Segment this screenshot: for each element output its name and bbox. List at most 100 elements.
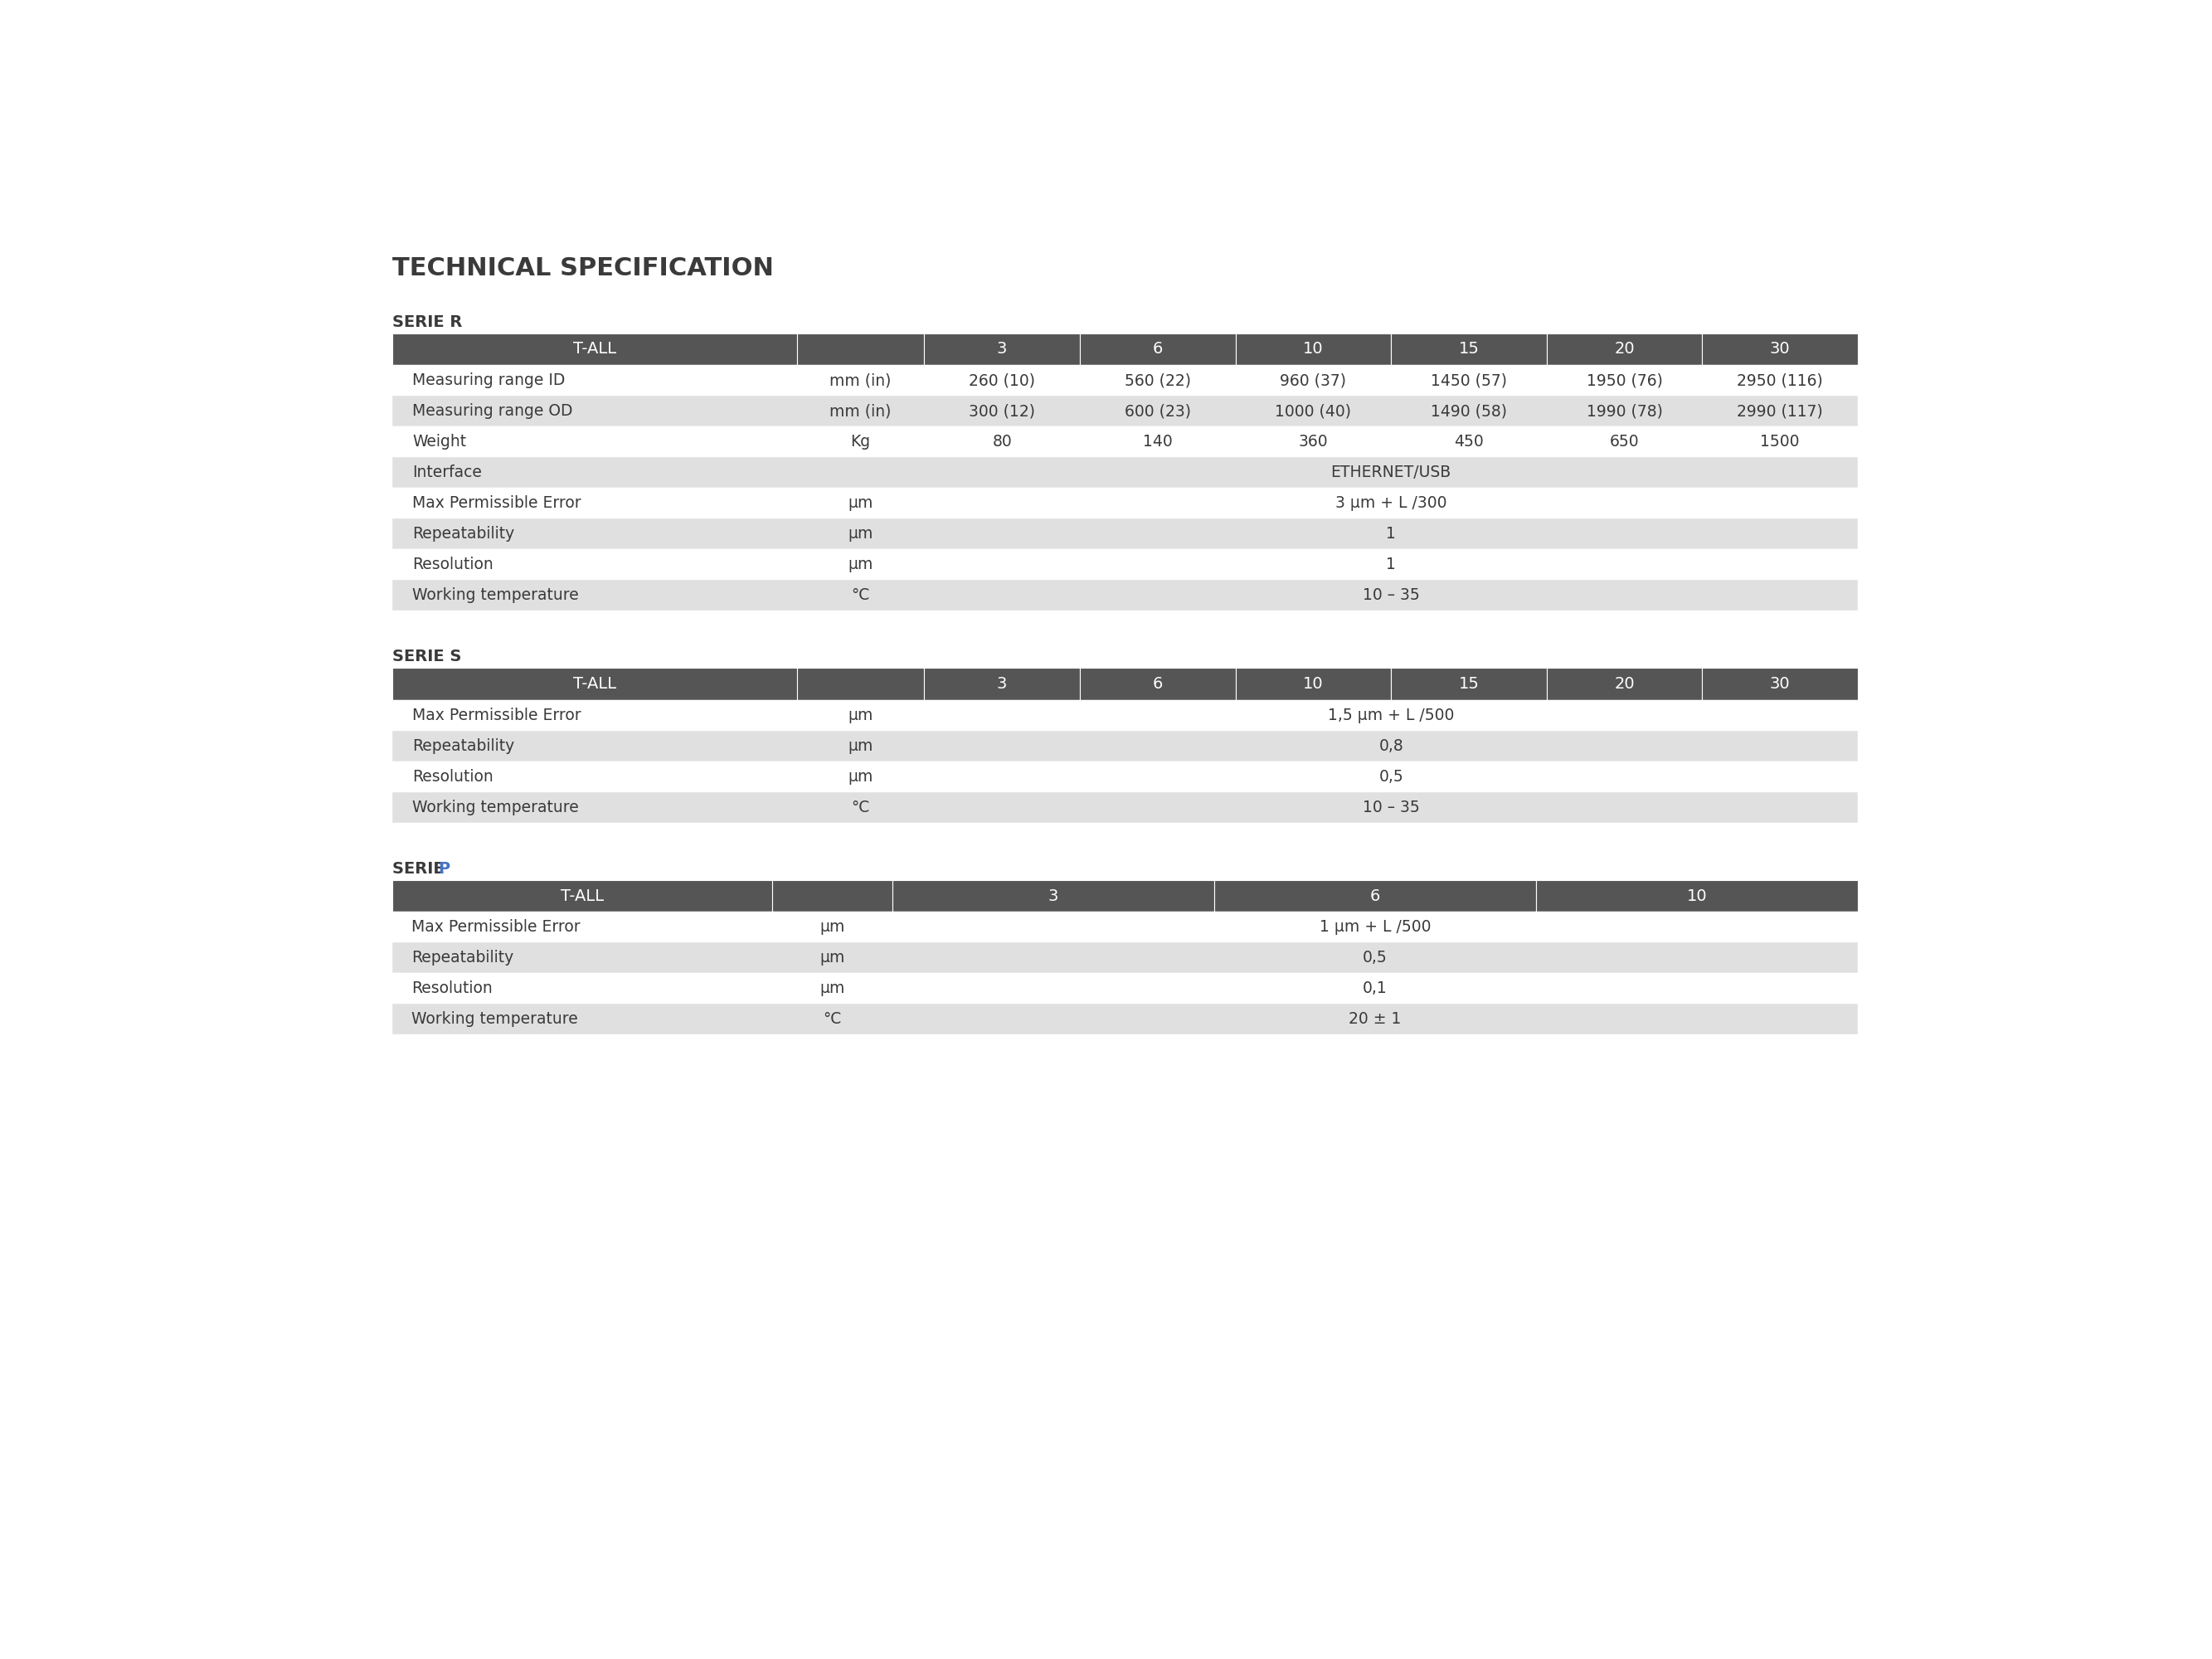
- Text: 1450 (57): 1450 (57): [1431, 373, 1506, 388]
- Text: SERIE R: SERIE R: [392, 314, 462, 330]
- Text: 15: 15: [1458, 342, 1480, 357]
- Text: mm (in): mm (in): [830, 403, 891, 420]
- Text: 1: 1: [1387, 526, 1396, 541]
- Bar: [1535, 879, 1858, 912]
- Bar: [796, 333, 925, 365]
- Bar: [392, 333, 796, 365]
- Bar: [392, 761, 1858, 791]
- Text: 1500: 1500: [1761, 435, 1801, 450]
- Bar: [1391, 669, 1546, 700]
- Text: 450: 450: [1453, 435, 1484, 450]
- Text: 1950 (76): 1950 (76): [1586, 373, 1663, 388]
- Bar: [1079, 333, 1237, 365]
- Bar: [392, 700, 1858, 730]
- Bar: [796, 669, 925, 700]
- Text: SERIE S: SERIE S: [392, 649, 462, 665]
- Text: 0,5: 0,5: [1363, 951, 1387, 966]
- Text: μm: μm: [821, 980, 845, 997]
- Text: Kg: Kg: [849, 435, 872, 450]
- Text: 80: 80: [993, 435, 1011, 450]
- Bar: [891, 879, 1214, 912]
- Bar: [1703, 333, 1858, 365]
- Text: 650: 650: [1610, 435, 1639, 450]
- Text: 6: 6: [1152, 675, 1164, 692]
- Bar: [392, 669, 796, 700]
- Text: 2990 (117): 2990 (117): [1736, 403, 1823, 420]
- Text: 10: 10: [1686, 888, 1708, 904]
- Bar: [772, 879, 891, 912]
- Bar: [392, 912, 1858, 942]
- Text: μm: μm: [821, 919, 845, 936]
- Text: μm: μm: [847, 768, 874, 785]
- Text: μm: μm: [821, 951, 845, 966]
- Text: 960 (37): 960 (37): [1281, 373, 1347, 388]
- Text: 1490 (58): 1490 (58): [1431, 403, 1506, 420]
- Text: μm: μm: [847, 496, 874, 511]
- Text: T-ALL: T-ALL: [573, 342, 617, 357]
- Bar: [392, 791, 1858, 823]
- Text: Repeatability: Repeatability: [411, 738, 515, 753]
- Text: Working temperature: Working temperature: [411, 1012, 577, 1027]
- Text: Max Permissible Error: Max Permissible Error: [411, 707, 582, 723]
- Text: 6: 6: [1152, 342, 1164, 357]
- Text: 3 μm + L /300: 3 μm + L /300: [1336, 496, 1447, 511]
- Text: 600 (23): 600 (23): [1124, 403, 1190, 420]
- Bar: [392, 579, 1858, 611]
- Text: 3: 3: [998, 675, 1006, 692]
- Text: 6: 6: [1369, 888, 1380, 904]
- Bar: [1546, 669, 1703, 700]
- Text: 15: 15: [1458, 675, 1480, 692]
- Bar: [392, 549, 1858, 579]
- Bar: [1237, 669, 1391, 700]
- Text: 20 ± 1: 20 ± 1: [1349, 1012, 1402, 1027]
- Text: 560 (22): 560 (22): [1124, 373, 1190, 388]
- Bar: [1546, 333, 1703, 365]
- Text: μm: μm: [847, 556, 874, 572]
- Bar: [392, 488, 1858, 519]
- Text: °C: °C: [852, 587, 869, 602]
- Bar: [925, 669, 1079, 700]
- Text: Max Permissible Error: Max Permissible Error: [411, 496, 582, 511]
- Bar: [392, 1004, 1858, 1035]
- Text: 1: 1: [1387, 556, 1396, 572]
- Bar: [1391, 333, 1546, 365]
- Text: ETHERNET/USB: ETHERNET/USB: [1332, 465, 1451, 481]
- Text: Repeatability: Repeatability: [411, 951, 513, 966]
- Bar: [1237, 333, 1391, 365]
- Text: 20: 20: [1615, 675, 1635, 692]
- Text: T-ALL: T-ALL: [560, 888, 604, 904]
- Text: 10: 10: [1303, 675, 1323, 692]
- Text: 360: 360: [1298, 435, 1327, 450]
- Bar: [392, 519, 1858, 549]
- Text: 1990 (78): 1990 (78): [1586, 403, 1663, 420]
- Text: 10: 10: [1303, 342, 1323, 357]
- Bar: [392, 397, 1858, 426]
- Bar: [1214, 879, 1535, 912]
- Text: 0,1: 0,1: [1363, 980, 1387, 997]
- Text: μm: μm: [847, 707, 874, 723]
- Text: 1,5 μm + L /500: 1,5 μm + L /500: [1327, 707, 1453, 723]
- Bar: [392, 974, 1858, 1004]
- Text: Working temperature: Working temperature: [411, 800, 580, 815]
- Bar: [392, 458, 1858, 488]
- Text: Max Permissible Error: Max Permissible Error: [411, 919, 580, 936]
- Text: Resolution: Resolution: [411, 556, 493, 572]
- Text: TECHNICAL SPECIFICATION: TECHNICAL SPECIFICATION: [392, 257, 774, 280]
- Text: 1 μm + L /500: 1 μm + L /500: [1318, 919, 1431, 936]
- Text: 0,5: 0,5: [1378, 768, 1402, 785]
- Text: °C: °C: [823, 1012, 843, 1027]
- Text: 300 (12): 300 (12): [969, 403, 1035, 420]
- Text: 260 (10): 260 (10): [969, 373, 1035, 388]
- Text: 2950 (116): 2950 (116): [1736, 373, 1823, 388]
- Text: SERIE: SERIE: [392, 861, 449, 876]
- Text: μm: μm: [847, 738, 874, 753]
- Text: Repeatability: Repeatability: [411, 526, 515, 541]
- Text: T-ALL: T-ALL: [573, 675, 617, 692]
- Text: μm: μm: [847, 526, 874, 541]
- Bar: [925, 333, 1079, 365]
- Text: 20: 20: [1615, 342, 1635, 357]
- Bar: [392, 426, 1858, 458]
- Text: Weight: Weight: [411, 435, 467, 450]
- Bar: [392, 879, 772, 912]
- Text: P: P: [438, 861, 449, 876]
